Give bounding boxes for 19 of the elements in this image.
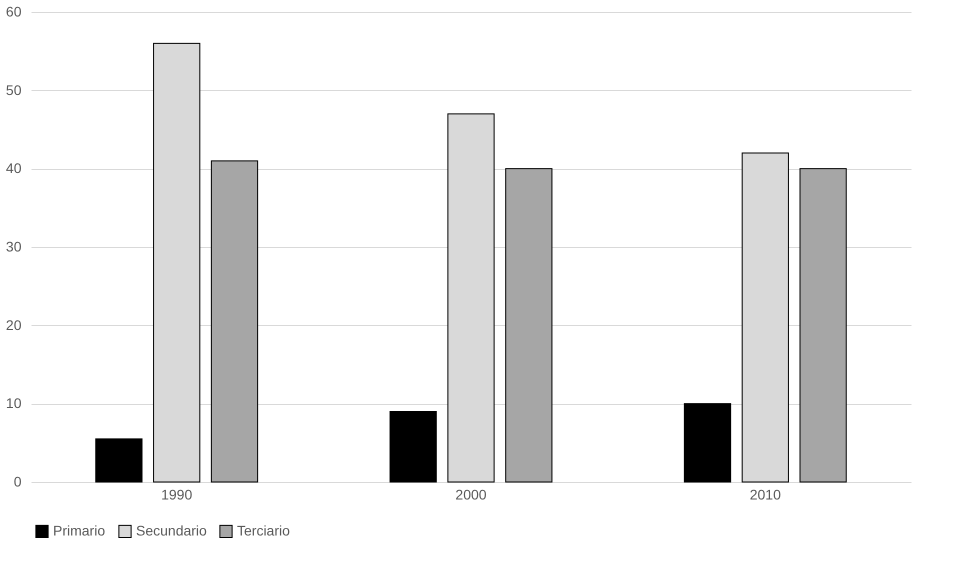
bar (800, 168, 847, 482)
y-tick-label: 50 (6, 82, 22, 98)
bar (505, 168, 552, 482)
bar (684, 403, 732, 482)
legend-label: Primario (53, 522, 106, 538)
x-tick-label: 2000 (455, 486, 487, 502)
y-tick-label: 10 (6, 395, 22, 412)
x-tick-label: 1990 (161, 486, 192, 502)
bar (95, 438, 142, 482)
y-tick-label: 60 (6, 4, 22, 20)
legend-label: Terciario (237, 522, 290, 538)
x-tick-label: 2010 (750, 486, 782, 502)
bar (390, 411, 437, 482)
y-tick-label: 20 (6, 316, 22, 333)
y-tick-label: 40 (6, 160, 22, 176)
legend-label: Secundario (136, 522, 208, 538)
y-tick-label: 30 (6, 238, 22, 254)
bar (210, 160, 258, 482)
y-tick-label: 0 (14, 474, 22, 490)
